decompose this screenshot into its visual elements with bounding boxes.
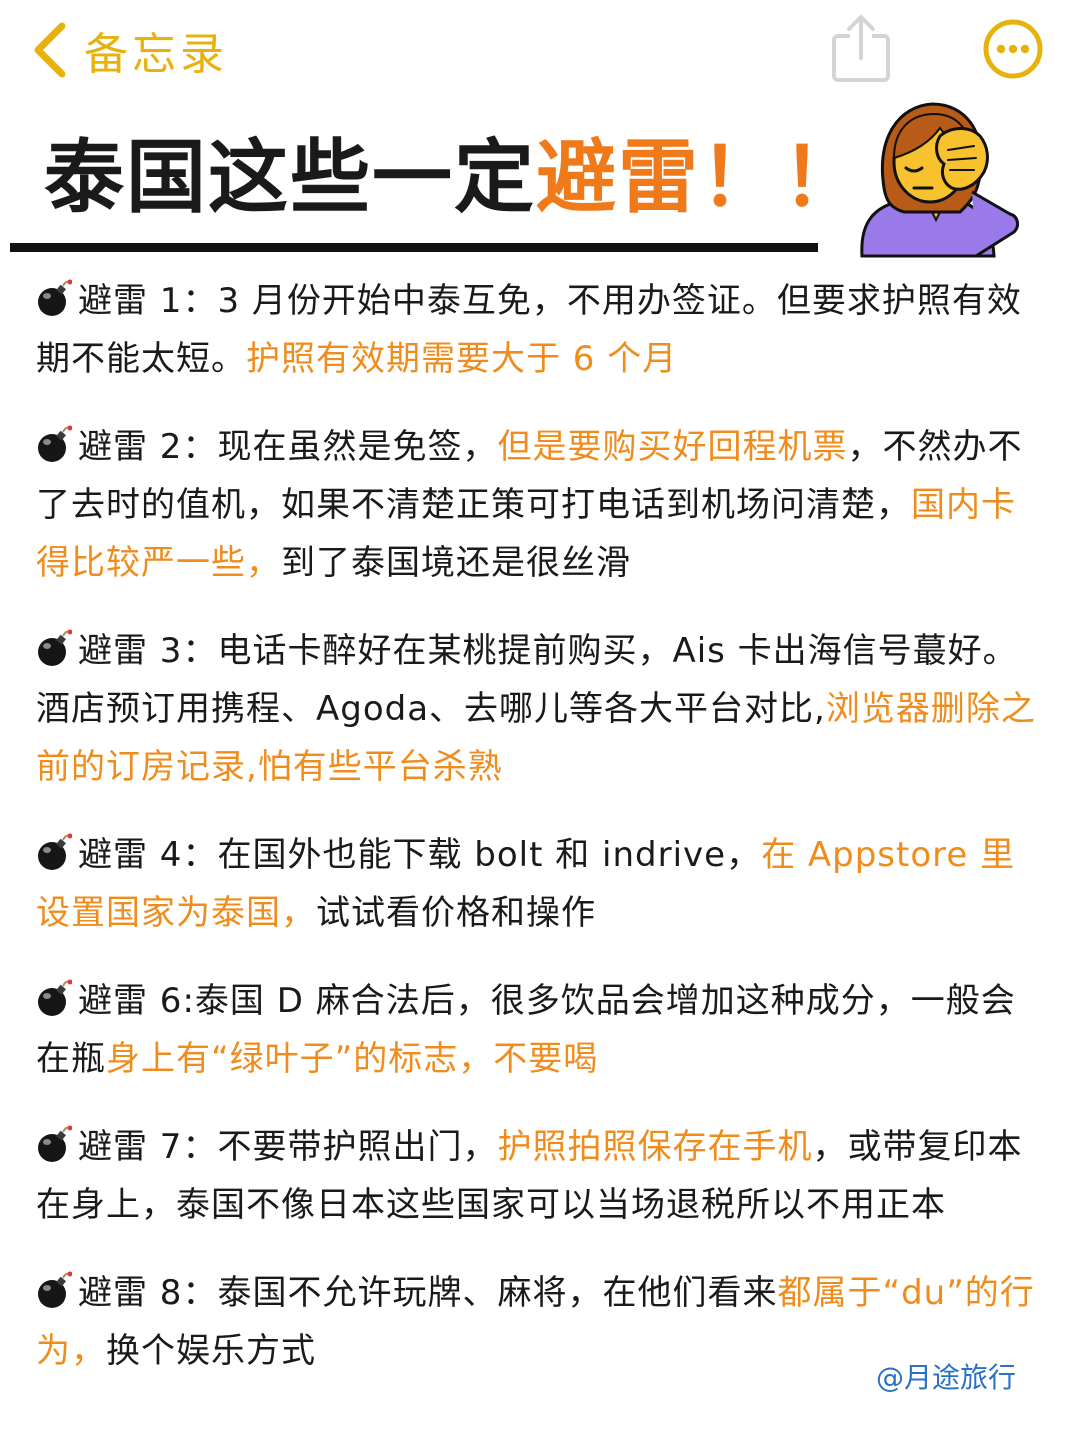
item-text: 换个娱乐方式: [106, 1331, 316, 1371]
bomb-icon: [36, 978, 73, 1018]
highlighted-text: 在 Appstore 里设置国家为泰国，: [36, 835, 1016, 933]
item-text: 到了泰国境还是很丝滑: [281, 543, 631, 583]
title-part-2: 避雷！！: [536, 131, 864, 224]
list-item: 避雷 8：泰国不允许玩牌、麻将，在他们看来都属于“du”的行为，换个娱乐方式: [36, 1264, 1036, 1380]
author-handle: @月途旅行: [876, 1361, 1017, 1394]
bomb-icon: [36, 832, 73, 872]
list-item: 避雷 4：在国外也能下载 bolt 和 indrive，在 Appstore 里…: [36, 826, 1036, 942]
share-icon[interactable]: [828, 12, 894, 84]
item-text: ，或带复印本在身上，泰国不像日本这些国家可以当场退税所以不用正本: [36, 1127, 1023, 1225]
back-label: 备忘录: [84, 29, 228, 80]
item-text: ，不然办不了去时的值机，如果不清楚正策可打电话到机场问清楚，: [36, 427, 1023, 525]
item-text: 避雷 3：电话卡醉好在某桃提前购买，Ais 卡出海信号蕞好。酒店预订用携程、Ag…: [36, 631, 1018, 729]
bomb-icon: [36, 1124, 73, 1164]
highlighted-text: 浏览器删除之前的订房记录,怕有些平台杀熟: [36, 689, 1036, 787]
facepalm-woman-emoji: [860, 102, 1019, 258]
highlighted-text: 身上有“绿叶子”的标志，不要喝: [106, 1039, 599, 1079]
page-title: 泰国这些一定避雷！！: [44, 128, 864, 228]
chevron-left-icon: [34, 22, 66, 78]
highlighted-text: 都属于“du”的行为，: [36, 1273, 1035, 1371]
bomb-icon: [36, 628, 73, 668]
item-text: 避雷 8：泰国不允许玩牌、麻将，在他们看来: [78, 1273, 778, 1313]
tips-list: 避雷 1：3 月份开始中泰互免，不用办签证。但要求护照有效期不能太短。护照有效期…: [36, 272, 1036, 1410]
top-nav-bar: 备忘录: [0, 0, 1080, 100]
back-button[interactable]: 备忘录: [30, 20, 228, 80]
list-item: 避雷 3：电话卡醉好在某桃提前购买，Ais 卡出海信号蕞好。酒店预订用携程、Ag…: [36, 622, 1036, 796]
list-item: 避雷 1：3 月份开始中泰互免，不用办签证。但要求护照有效期不能太短。护照有效期…: [36, 272, 1036, 388]
highlighted-text: 护照有效期需要大于 6 个月: [246, 339, 678, 379]
list-item: 避雷 2：现在虽然是免签，但是要购买好回程机票，不然办不了去时的值机，如果不清楚…: [36, 418, 1036, 592]
item-text: 避雷 6:泰国 D 麻合法后，很多饮品会增加这种成分，一般会在瓶: [36, 981, 1016, 1079]
bomb-icon: [36, 1270, 73, 1310]
list-item: 避雷 7：不要带护照出门，护照拍照保存在手机，或带复印本在身上，泰国不像日本这些…: [36, 1118, 1036, 1234]
more-icon[interactable]: [982, 18, 1044, 80]
bomb-icon: [36, 278, 73, 318]
bomb-icon: [36, 424, 73, 464]
highlighted-text: 护照拍照保存在手机: [497, 1127, 813, 1167]
title-part-1: 泰国这些一定: [44, 131, 536, 224]
item-text: 避雷 2：现在虽然是免签，: [78, 427, 498, 467]
highlighted-text: 国内卡得比较严一些，: [36, 485, 1016, 583]
item-text: 避雷 1：3 月份开始中泰互免，不用办签证。但要求护照有效期不能太短。: [36, 281, 1022, 379]
list-item: 避雷 6:泰国 D 麻合法后，很多饮品会增加这种成分，一般会在瓶身上有“绿叶子”…: [36, 972, 1036, 1088]
title-underline: [10, 243, 818, 252]
highlighted-text: 但是要购买好回程机票: [497, 427, 848, 467]
item-text: 避雷 7：不要带护照出门，: [78, 1127, 498, 1167]
item-text: 试试看价格和操作: [316, 893, 596, 933]
item-text: 避雷 4：在国外也能下载 bolt 和 indrive，: [78, 835, 762, 875]
